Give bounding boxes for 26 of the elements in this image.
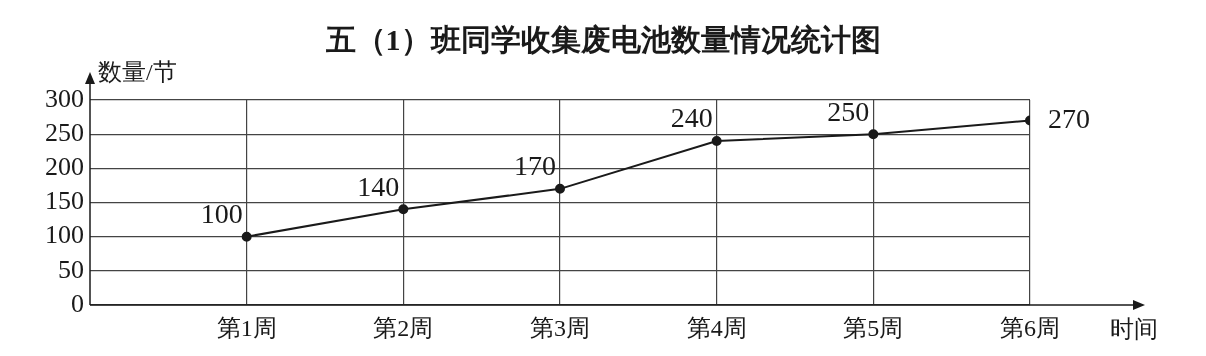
- x-tick-label: 第5周: [843, 314, 904, 341]
- point: [398, 204, 409, 215]
- x-tick-label: 第4周: [686, 314, 747, 341]
- point: [241, 231, 252, 242]
- chart-title: 五（1）班同学收集废电池数量情况统计图: [324, 22, 881, 56]
- point: [555, 183, 565, 194]
- data-label: 270: [1048, 102, 1090, 134]
- y-tick-label: 100: [45, 220, 84, 250]
- y-tick-label: 0: [71, 288, 84, 318]
- point: [711, 136, 722, 146]
- y-tick-label: 150: [45, 186, 84, 216]
- point: [868, 129, 879, 140]
- y-tick-label: 50: [58, 254, 84, 284]
- x-axis-title: 时间: [1110, 316, 1158, 343]
- y-tick-label: 250: [45, 117, 84, 147]
- x-tick-label: 第2周: [373, 314, 434, 341]
- data-label: 250: [827, 95, 870, 127]
- x-tick-label: 第3周: [530, 314, 590, 341]
- y-tick-label: 200: [45, 152, 84, 182]
- data-label: 240: [670, 102, 713, 134]
- y-axis-title: 数量/节: [98, 59, 177, 86]
- data-label: 100: [200, 198, 243, 230]
- data-label: 140: [357, 170, 400, 202]
- x-tick-label: 第1周: [216, 314, 277, 341]
- x-tick-label: 第6周: [1000, 314, 1060, 341]
- y-tick-label: 300: [45, 83, 84, 113]
